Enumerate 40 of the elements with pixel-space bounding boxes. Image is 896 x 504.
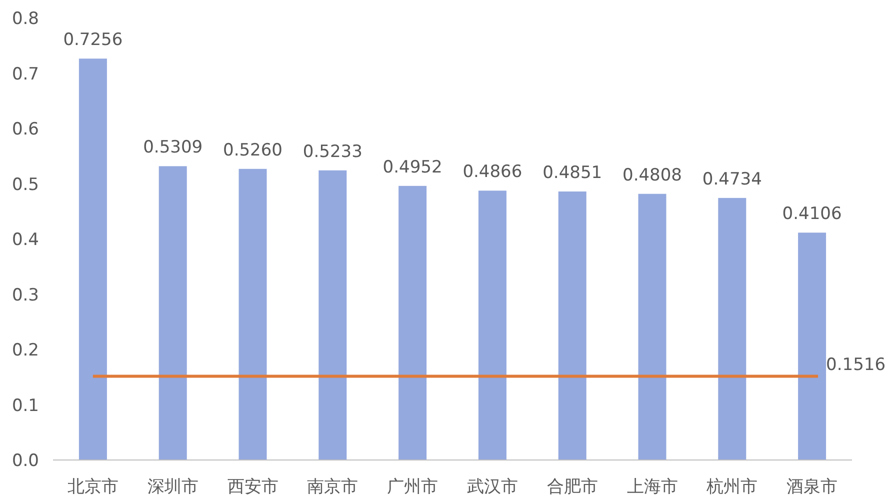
data-label: 0.4866 <box>462 162 522 182</box>
y-tick-label: 0.8 <box>12 9 39 29</box>
bar <box>798 232 826 460</box>
bar <box>718 198 746 460</box>
data-label: 0.4734 <box>702 169 762 190</box>
bar <box>558 191 586 460</box>
data-label: 0.4952 <box>382 157 442 178</box>
bar <box>158 166 187 460</box>
data-label: 0.7256 <box>63 30 123 50</box>
y-tick-label: 0.1 <box>12 396 39 416</box>
data-label: 0.4851 <box>542 162 602 183</box>
bar <box>478 190 506 460</box>
y-tick-label: 0.2 <box>12 340 39 360</box>
x-tick-label: 北京市 <box>67 477 118 497</box>
x-tick-label: 南京市 <box>307 477 358 497</box>
x-tick-label: 酒泉市 <box>786 477 838 497</box>
y-tick-label: 0.6 <box>12 120 39 140</box>
bar <box>398 186 427 460</box>
data-label: 0.4808 <box>622 165 682 186</box>
bar <box>78 58 107 460</box>
y-tick-label: 0.5 <box>12 174 39 195</box>
x-tick-label: 杭州市 <box>706 477 758 497</box>
bar <box>638 194 666 460</box>
ref-line-label: 0.1516 <box>826 355 886 376</box>
bar <box>238 168 267 460</box>
y-tick-label: 0.7 <box>12 64 39 84</box>
x-tick-label: 广州市 <box>387 477 438 497</box>
bar <box>318 170 347 460</box>
x-tick-label: 上海市 <box>626 477 678 497</box>
data-label: 0.5260 <box>223 140 282 160</box>
x-tick-label: 武汉市 <box>466 477 518 497</box>
data-label: 0.4106 <box>782 204 842 224</box>
y-tick-label: 0.4 <box>12 230 39 250</box>
x-tick-label: 西安市 <box>227 477 278 497</box>
data-label: 0.5233 <box>302 142 362 162</box>
x-tick-label: 深圳市 <box>147 477 198 497</box>
y-tick-label: 0.0 <box>12 451 39 471</box>
y-tick-label: 0.3 <box>12 285 39 306</box>
x-tick-label: 合肥市 <box>546 477 598 497</box>
data-label: 0.5309 <box>143 138 203 158</box>
